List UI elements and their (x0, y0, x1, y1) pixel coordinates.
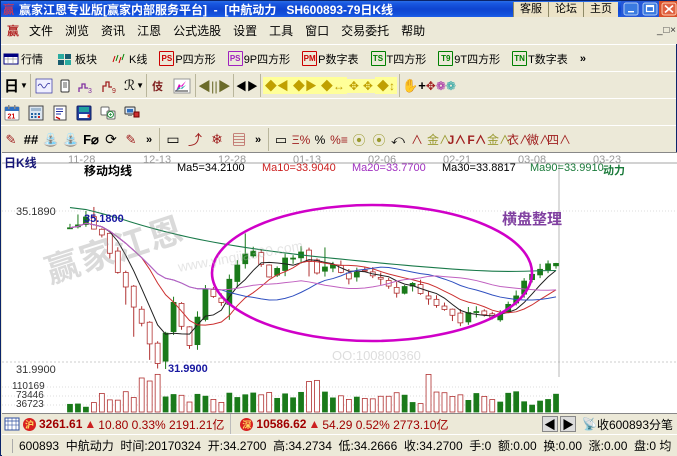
svg-text:9: 9 (112, 88, 116, 94)
svg-text:3: 3 (88, 88, 92, 94)
svg-text:21: 21 (8, 113, 16, 120)
svg-text:伎: 伎 (152, 79, 163, 93)
svg-text:赢: 赢 (3, 2, 15, 16)
